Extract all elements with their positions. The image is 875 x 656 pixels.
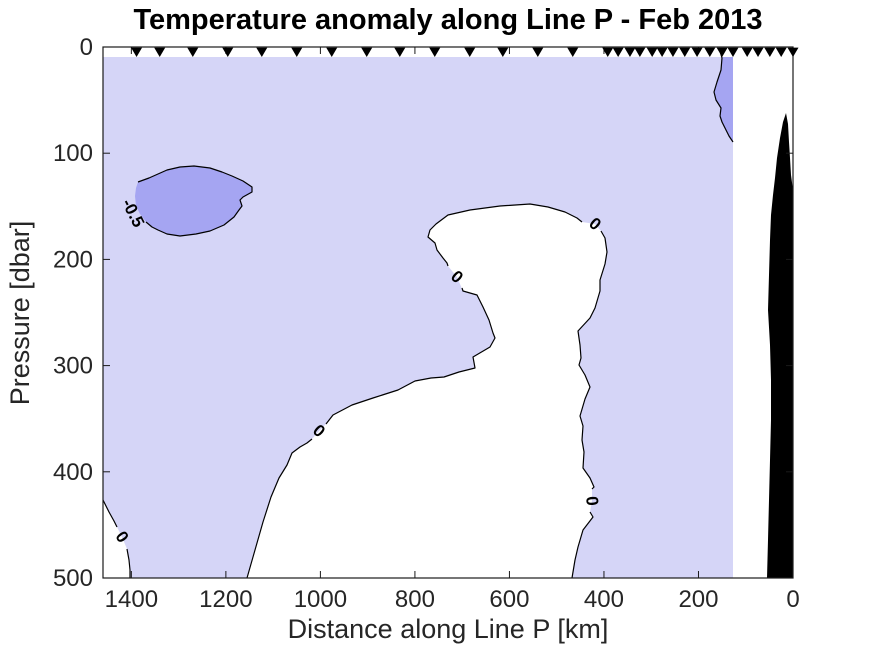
contour-label: 0: [582, 495, 602, 506]
station-marker: [326, 47, 338, 57]
station-marker: [704, 47, 716, 57]
station-marker: [612, 47, 624, 57]
station-marker: [429, 47, 441, 57]
station-marker: [602, 47, 614, 57]
station-marker: [256, 47, 268, 57]
station-marker: [741, 47, 753, 57]
y-tick-label: 300: [53, 353, 93, 380]
station-marker: [691, 47, 703, 57]
x-tick-label: 1000: [294, 586, 347, 613]
station-marker: [775, 47, 787, 57]
strong-negative-anomaly-topright-fill: [714, 48, 733, 142]
station-marker: [532, 47, 544, 57]
station-marker: [716, 47, 728, 57]
zero-contour-line: [126, 548, 131, 578]
zero-contour-line: [246, 438, 313, 579]
station-marker: [464, 47, 476, 57]
station-marker: [764, 47, 776, 57]
station-marker: [291, 47, 303, 57]
zero-contour-line: [102, 499, 118, 528]
y-tick-label: 0: [80, 34, 93, 61]
x-tick-label: 800: [395, 586, 435, 613]
station-marker: [394, 47, 406, 57]
zero-contour-line: [577, 230, 608, 490]
zero-contour-line: [325, 287, 496, 425]
x-tick-label: 400: [584, 586, 624, 613]
corner-positive-anomaly-fill: [103, 500, 130, 578]
x-tick-label: 1200: [199, 586, 252, 613]
y-tick-label: 500: [53, 565, 93, 592]
x-tick-label: 1400: [105, 586, 158, 613]
strong-negative-anomaly-blob-fill: [135, 166, 252, 236]
surface-gap-strip: [103, 47, 733, 57]
chart-title: Temperature anomaly along Line P - Feb 2…: [133, 4, 763, 36]
y-tick-label: 100: [53, 140, 93, 167]
station-marker: [679, 47, 691, 57]
x-tick-label: 600: [489, 586, 529, 613]
station-marker: [361, 47, 373, 57]
minus-0.5-contour-line: [137, 165, 253, 237]
y-tick-label: 400: [53, 459, 93, 486]
seafloor-mask: [767, 113, 793, 578]
minus-0.5-contour-line: [713, 47, 734, 143]
station-marker: [787, 47, 799, 57]
station-marker: [222, 47, 234, 57]
station-marker: [567, 47, 579, 57]
station-marker: [624, 47, 636, 57]
y-axis-label: Pressure [dbar]: [5, 220, 35, 406]
station-marker: [154, 47, 166, 57]
station-marker: [656, 47, 668, 57]
station-marker: [727, 47, 739, 57]
station-marker: [634, 47, 646, 57]
x-axis-label: Distance along Line P [km]: [287, 614, 609, 644]
station-marker: [131, 47, 143, 57]
zero-contour-line: [427, 203, 583, 267]
station-marker: [187, 47, 199, 57]
y-tick-label: 200: [53, 246, 93, 273]
station-marker: [497, 47, 509, 57]
axes-border: [102, 46, 794, 579]
zero-contour-line: [571, 511, 594, 579]
station-marker: [667, 47, 679, 57]
station-marker: [752, 47, 764, 57]
station-marker: [646, 47, 658, 57]
x-tick-label: 0: [786, 586, 799, 613]
positive-anomaly-region-fill: [247, 204, 607, 578]
x-tick-label: 200: [678, 586, 718, 613]
